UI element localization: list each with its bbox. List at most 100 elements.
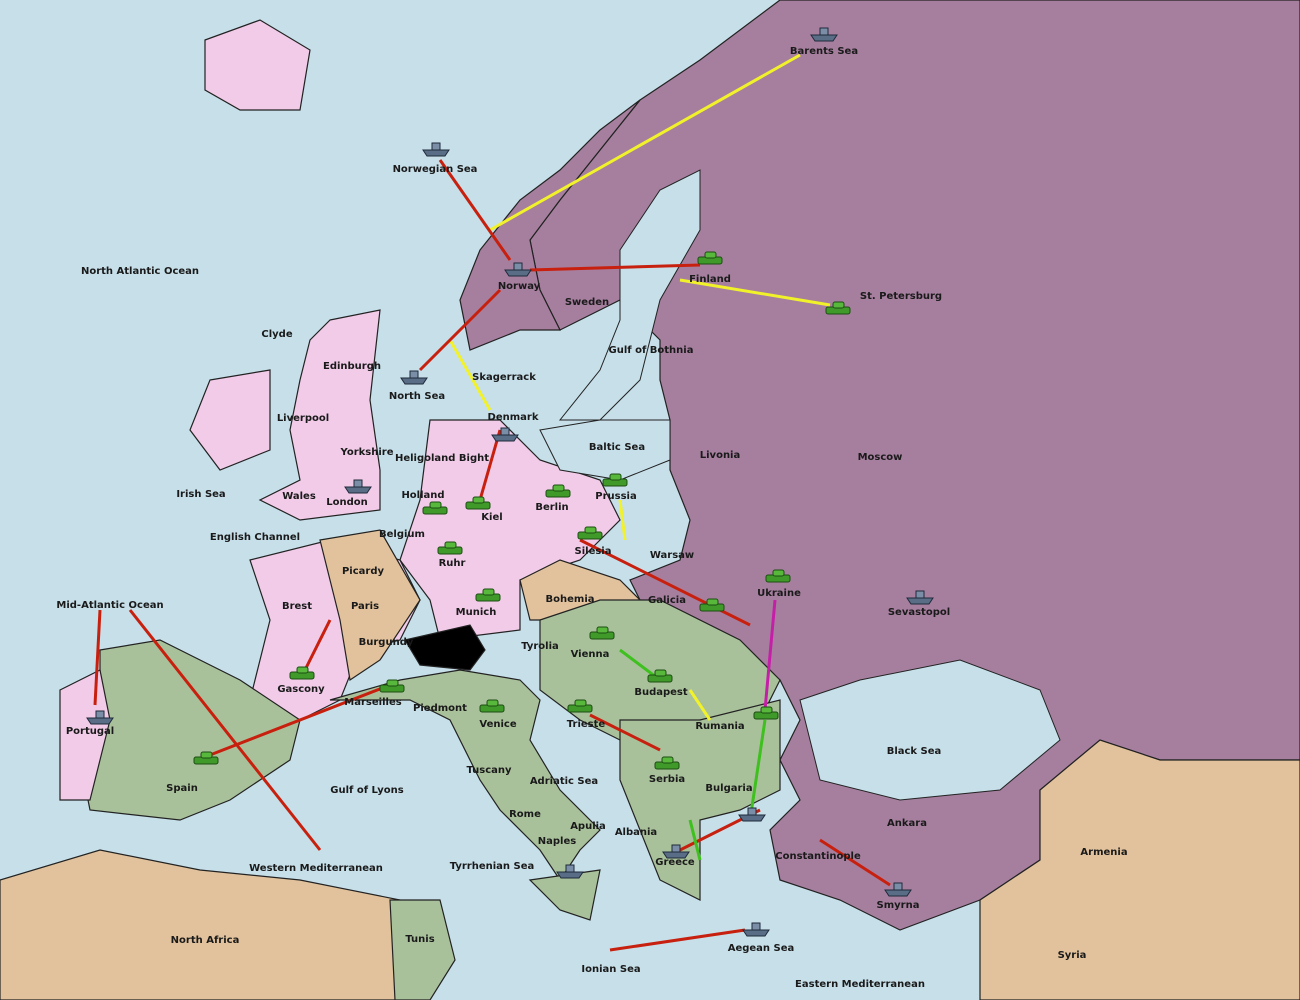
fleet-tower: [513, 262, 523, 271]
army-turret: [472, 496, 485, 504]
move-arrow: [478, 429, 502, 501]
province-label: Syria: [1058, 950, 1087, 961]
province-label: Berlin: [535, 502, 568, 513]
middle-east: [979, 739, 1300, 1000]
fleet-unit: [400, 370, 428, 385]
support-arrow: [748, 719, 767, 821]
army-unit: [602, 473, 628, 487]
fleet-hull: [556, 871, 584, 879]
province-label: Mid-Atlantic Ocean: [56, 600, 163, 611]
province-label: Ruhr: [439, 558, 466, 569]
province-label: Holland: [401, 490, 444, 501]
fleet-tower: [353, 479, 363, 488]
province-label: Tyrolia: [521, 641, 559, 652]
army-turret: [296, 666, 309, 674]
tunis: [389, 899, 456, 1000]
province-label: Prussia: [595, 491, 636, 502]
province-labels: Barents Sea Norwegian Sea North Atlantic O…: [56, 46, 1127, 990]
fleet-hull: [504, 269, 532, 277]
province-label: Wales: [282, 491, 316, 502]
army-unit: [697, 251, 723, 265]
province-label: Burgundy: [359, 637, 414, 648]
province-label: Greece: [655, 857, 695, 868]
province-label: Bohemia: [546, 594, 595, 605]
province-label: Armenia: [1080, 847, 1127, 858]
province-label: Clyde: [261, 329, 292, 340]
units: [86, 27, 934, 937]
army-unit: [193, 751, 219, 765]
army-unit: [825, 301, 851, 315]
province-label: Gulf of Bothnia: [609, 345, 694, 356]
fleet-unit: [86, 710, 114, 725]
army-turret: [596, 626, 609, 634]
army-turret: [552, 484, 565, 492]
province-label: Belgium: [379, 529, 425, 540]
army-unit: [699, 598, 725, 612]
province-label: Apulia: [570, 821, 606, 832]
army-turret: [584, 526, 597, 534]
army-turret: [486, 699, 499, 707]
fleet-unit: [344, 479, 372, 494]
province-label: Ukraine: [757, 588, 801, 599]
province-label: Barents Sea: [790, 46, 858, 57]
move-arrow: [418, 288, 502, 372]
army-unit: [479, 699, 505, 713]
province-label: Baltic Sea: [589, 442, 645, 453]
province-label: Tunis: [405, 934, 434, 945]
province-label: Albania: [615, 827, 657, 838]
fleet-hull: [810, 34, 838, 42]
move-arrow: [609, 928, 746, 952]
army-turret: [429, 501, 442, 509]
move-arrow: [763, 599, 777, 711]
scandinavia: [459, 99, 641, 351]
province-label: Norwegian Sea: [393, 164, 478, 175]
black-sea: [799, 659, 1061, 801]
province-label: Skagerrack: [472, 372, 536, 383]
fleet-tower: [819, 27, 829, 36]
army-turret: [386, 679, 399, 687]
fleet-tower: [751, 922, 761, 931]
move-arrow: [128, 609, 322, 851]
province-label: Western Mediterranean: [249, 863, 383, 874]
fleet-unit: [422, 142, 450, 157]
burgundy-picardy: [319, 529, 421, 682]
province-label: Irish Sea: [176, 489, 225, 500]
support-arrow: [679, 278, 831, 307]
fleet-hull: [422, 149, 450, 157]
province-label: Constantinople: [775, 851, 861, 862]
army-unit: [567, 699, 593, 713]
iceland: [204, 19, 311, 111]
support-arrow: [688, 819, 702, 861]
support-arrow: [448, 339, 492, 411]
fleet-unit: [662, 844, 690, 859]
ireland: [189, 369, 271, 471]
army-turret: [760, 706, 773, 714]
fleet-hull: [400, 377, 428, 385]
province-label: Finland: [689, 274, 731, 285]
fleet-tower: [95, 710, 105, 719]
province-label: English Channel: [210, 532, 300, 543]
province-label: Brest: [282, 601, 312, 612]
army-unit: [437, 541, 463, 555]
province-label: Tyrrhenian Sea: [450, 861, 535, 872]
province-label: Sevastopol: [888, 607, 950, 618]
support-arrow: [618, 499, 627, 541]
north-africa: [0, 849, 401, 1000]
gulf-of-bothnia: [558, 169, 701, 421]
province-label: Bulgaria: [705, 783, 752, 794]
province-label: Rome: [509, 809, 541, 820]
army-unit: [577, 526, 603, 540]
province-label: Rumania: [695, 721, 744, 732]
army-unit: [379, 679, 405, 693]
move-arrow: [438, 159, 512, 261]
army-turret: [200, 751, 213, 759]
province-label: London: [326, 497, 368, 508]
province-label: Gascony: [277, 684, 325, 695]
fleet-hull: [884, 889, 912, 897]
province-label: Tuscany: [466, 765, 512, 776]
province-label: Edinburgh: [323, 361, 381, 372]
fleet-hull: [738, 814, 766, 822]
army-turret: [482, 588, 495, 596]
army-turret: [574, 699, 587, 707]
